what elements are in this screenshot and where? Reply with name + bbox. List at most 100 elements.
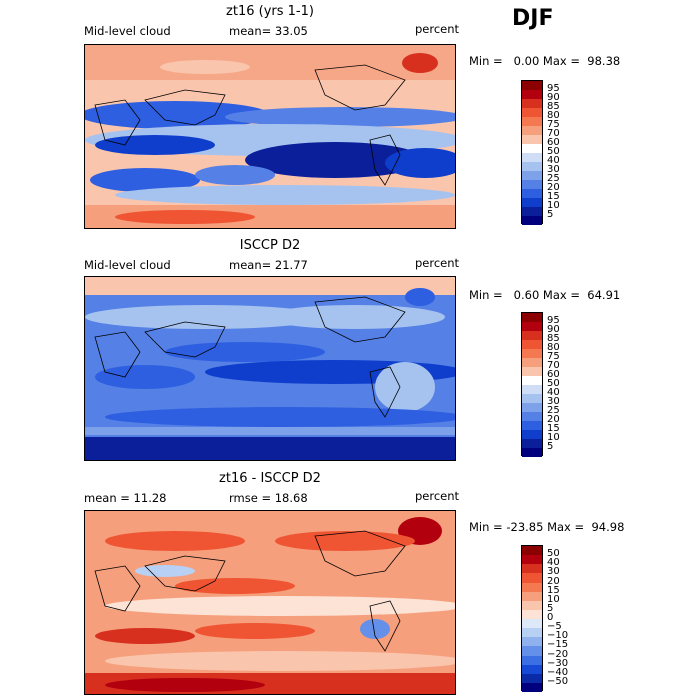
- colorbar-tick-label: 80: [547, 342, 560, 353]
- colorbar-tick-label: 40: [547, 155, 560, 166]
- colorbar-tick-label: 0: [547, 612, 554, 623]
- colorbar-tick-label: 15: [547, 191, 560, 202]
- panel2-units-label: percent: [415, 256, 460, 270]
- colorbar-swatch: [522, 376, 542, 385]
- colorbar-swatch: [522, 81, 542, 90]
- colorbar-tick-label: 95: [547, 315, 560, 326]
- colorbar-swatch: [522, 555, 542, 565]
- colorbar-swatch: [522, 619, 542, 629]
- colorbar-tick-label: −20: [547, 648, 569, 660]
- colorbar-swatch: [522, 682, 542, 692]
- colorbar-swatch: [522, 322, 542, 331]
- colorbar-swatch: [522, 394, 542, 403]
- colorbar-swatch: [522, 162, 542, 171]
- colorbar-swatch: [522, 403, 542, 412]
- season-label: DJF: [512, 6, 554, 31]
- colorbar-tick-label: 20: [547, 182, 560, 193]
- colorbar-swatch: [522, 600, 542, 610]
- panel1-units-label: percent: [415, 22, 460, 36]
- colorbar-tick-label: 30: [547, 396, 560, 407]
- colorbar-swatch: [522, 673, 542, 683]
- colorbar-swatch: [522, 564, 542, 574]
- colorbar-swatch: [522, 198, 542, 207]
- colorbar-swatch: [522, 90, 542, 99]
- colorbar-swatch: [522, 546, 542, 556]
- colorbar-tick-label: 25: [547, 173, 560, 184]
- colorbar-tick-label: 70: [547, 128, 560, 139]
- colorbar-tick-label: 60: [547, 369, 560, 380]
- colorbar-swatch: [522, 591, 542, 601]
- colorbar-swatch: [522, 367, 542, 376]
- colorbar-tick-label: 30: [547, 164, 560, 175]
- colorbar-swatch: [522, 646, 542, 656]
- panel2-colorbar: 95 90 85 80 75 70 60 50 40 30 25 20 15 10 5: [521, 312, 581, 457]
- panel3-colorbar: 50 40 30 20 15 10 5 0 −5 −10 −15 −20 −30 −40 −50: [521, 545, 581, 693]
- colorbar-tick-label: −5: [547, 621, 562, 633]
- colorbar-swatch: [522, 385, 542, 394]
- colorbar-tick-label: 75: [547, 119, 560, 130]
- colorbar-swatch: [522, 153, 542, 162]
- panel2-colorbar-swatches: [521, 312, 543, 457]
- colorbar-tick-label: 90: [547, 324, 560, 335]
- panel2-map-field: [85, 277, 455, 460]
- panel3-title: zt16 - ISCCP D2: [219, 471, 321, 486]
- colorbar-tick-label: −50: [547, 675, 569, 687]
- panel3-minmax: Min = -23.85 Max = 94.98: [469, 520, 625, 534]
- panel1-map: [84, 44, 456, 229]
- colorbar-swatch: [522, 637, 542, 647]
- colorbar-tick-label: −10: [547, 630, 569, 642]
- colorbar-swatch: [522, 582, 542, 592]
- colorbar-tick-label: 60: [547, 137, 560, 148]
- colorbar-tick-label: 10: [547, 200, 560, 211]
- colorbar-swatch: [522, 655, 542, 665]
- colorbar-tick-label: 5: [547, 602, 554, 614]
- panel2-mean-label: mean= 21.77: [229, 258, 308, 272]
- panel3-colorbar-swatches: [521, 545, 543, 692]
- colorbar-tick-label: 10: [547, 432, 560, 443]
- colorbar-tick-label: 20: [547, 414, 560, 425]
- panel1-title: zt16 (yrs 1-1): [226, 4, 314, 19]
- colorbar-swatch: [522, 573, 542, 583]
- colorbar-tick-label: 95: [547, 83, 560, 94]
- colorbar-tick-label: −15: [547, 639, 569, 651]
- colorbar-swatch: [522, 412, 542, 421]
- colorbar-tick-label: 50: [547, 548, 560, 560]
- panel2-minmax: Min = 0.60 Max = 64.91: [469, 288, 621, 302]
- colorbar-tick-label: 10: [547, 593, 560, 605]
- colorbar-swatch: [522, 448, 542, 457]
- panel1-colorbar-swatches: [521, 80, 543, 225]
- colorbar-swatch: [522, 313, 542, 322]
- colorbar-tick-label: 80: [547, 110, 560, 121]
- colorbar-tick-label: 75: [547, 351, 560, 362]
- panel3-units-label: percent: [415, 489, 460, 503]
- colorbar-swatch: [522, 117, 542, 126]
- colorbar-swatch: [522, 331, 542, 340]
- colorbar-tick-label: 30: [547, 566, 560, 578]
- colorbar-tick-label: −30: [547, 657, 569, 669]
- colorbar-tick-label: 40: [547, 387, 560, 398]
- colorbar-tick-label: 5: [547, 441, 554, 452]
- colorbar-swatch: [522, 171, 542, 180]
- colorbar-tick-label: 90: [547, 92, 560, 103]
- colorbar-tick-label: 15: [547, 423, 560, 434]
- colorbar-swatch: [522, 358, 542, 367]
- panel3-map: [84, 510, 456, 695]
- colorbar-swatch: [522, 609, 542, 619]
- colorbar-tick-label: 70: [547, 360, 560, 371]
- colorbar-swatch: [522, 216, 542, 225]
- panel2-title: ISCCP D2: [239, 238, 301, 253]
- colorbar-swatch: [522, 628, 542, 638]
- colorbar-tick-label: 85: [547, 101, 560, 112]
- colorbar-swatch: [522, 180, 542, 189]
- colorbar-swatch: [522, 207, 542, 216]
- colorbar-swatch: [522, 664, 542, 674]
- panel3-mean-label: mean = 11.28: [84, 491, 167, 505]
- colorbar-tick-label: 20: [547, 575, 560, 587]
- panel1-colorbar: 95 90 85 80 75 70 60 50 40 30 25 20 15 10 5: [521, 80, 581, 225]
- panel3-map-field: [85, 511, 455, 694]
- panel2-variable-label: Mid-level cloud: [84, 258, 171, 272]
- colorbar-tick-label: 5: [547, 209, 554, 220]
- colorbar-swatch: [522, 144, 542, 153]
- colorbar-tick-label: 25: [547, 405, 560, 416]
- colorbar-swatch: [522, 99, 542, 108]
